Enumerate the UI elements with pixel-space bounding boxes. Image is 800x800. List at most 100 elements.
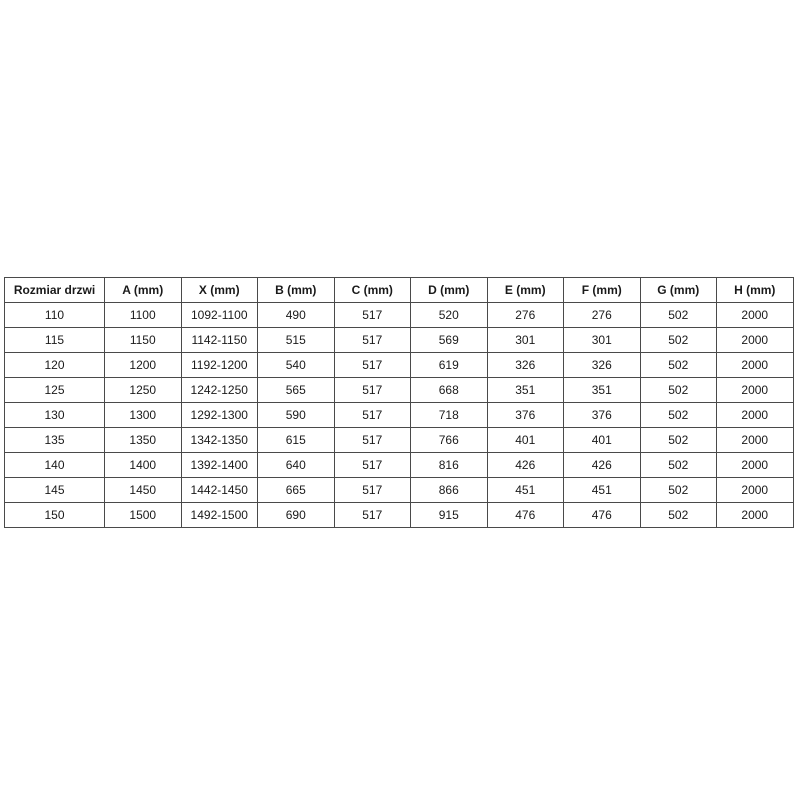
table-cell: 150 [4, 502, 105, 528]
table-cell: 276 [486, 302, 564, 328]
table-cell: 590 [257, 402, 335, 428]
table-cell: 1242-1250 [180, 377, 258, 403]
header-cell: A (mm) [104, 277, 182, 303]
table-cell: 665 [257, 477, 335, 503]
header-cell: H (mm) [716, 277, 794, 303]
header-cell: D (mm) [410, 277, 488, 303]
table-row: 115 1150 1142-1150 515 517 569 301 301 502 2000 [4, 327, 794, 353]
header-cell: B (mm) [257, 277, 335, 303]
table-cell: 2000 [716, 452, 794, 478]
table-header: Rozmiar drzwi A (mm) X (mm) B (mm) C (mm) D (… [4, 277, 794, 303]
table-cell: 376 [563, 402, 641, 428]
table-cell: 1400 [104, 452, 182, 478]
table-cell: 1300 [104, 402, 182, 428]
table-cell: 376 [486, 402, 564, 428]
header-cell: C (mm) [333, 277, 411, 303]
table-cell: 1392-1400 [180, 452, 258, 478]
table-cell: 276 [563, 302, 641, 328]
table-cell: 640 [257, 452, 335, 478]
table-cell: 517 [333, 427, 411, 453]
table-cell: 2000 [716, 327, 794, 353]
table-row: 130 1300 1292-1300 590 517 718 376 376 502 2000 [4, 402, 794, 428]
table-cell: 502 [639, 377, 717, 403]
table-cell: 326 [486, 352, 564, 378]
table-row: 145 1450 1442-1450 665 517 866 451 451 502 2000 [4, 477, 794, 503]
table-cell: 1292-1300 [180, 402, 258, 428]
table-cell: 326 [563, 352, 641, 378]
header-cell: Rozmiar drzwi [4, 277, 105, 303]
table-cell: 2000 [716, 427, 794, 453]
table-cell: 517 [333, 327, 411, 353]
table-cell: 1100 [104, 302, 182, 328]
table-cell: 502 [639, 402, 717, 428]
table-cell: 1092-1100 [180, 302, 258, 328]
table-cell: 517 [333, 402, 411, 428]
table-cell: 502 [639, 427, 717, 453]
table-cell: 718 [410, 402, 488, 428]
table-cell: 135 [4, 427, 105, 453]
table-cell: 520 [410, 302, 488, 328]
table-cell: 866 [410, 477, 488, 503]
table-cell: 1342-1350 [180, 427, 258, 453]
table-cell: 351 [486, 377, 564, 403]
table-header-row: Rozmiar drzwi A (mm) X (mm) B (mm) C (mm) D (… [4, 277, 794, 303]
table-row: 150 1500 1492-1500 690 517 915 476 476 502 2000 [4, 502, 794, 528]
table-cell: 2000 [716, 377, 794, 403]
table-cell: 502 [639, 477, 717, 503]
table-cell: 1150 [104, 327, 182, 353]
table-cell: 1192-1200 [180, 352, 258, 378]
table-row: 120 1200 1192-1200 540 517 619 326 326 502 2000 [4, 352, 794, 378]
table-cell: 1492-1500 [180, 502, 258, 528]
table-cell: 668 [410, 377, 488, 403]
table-row: 135 1350 1342-1350 615 517 766 401 401 502 2000 [4, 427, 794, 453]
table-cell: 401 [563, 427, 641, 453]
table-cell: 517 [333, 352, 411, 378]
table-cell: 2000 [716, 352, 794, 378]
table-cell: 816 [410, 452, 488, 478]
table-cell: 517 [333, 502, 411, 528]
table-row: 140 1400 1392-1400 640 517 816 426 426 502 2000 [4, 452, 794, 478]
table-cell: 619 [410, 352, 488, 378]
table-cell: 2000 [716, 477, 794, 503]
table-cell: 120 [4, 352, 105, 378]
table-cell: 125 [4, 377, 105, 403]
table-cell: 517 [333, 377, 411, 403]
table-cell: 351 [563, 377, 641, 403]
header-cell: F (mm) [563, 277, 641, 303]
table-cell: 2000 [716, 302, 794, 328]
table-cell: 401 [486, 427, 564, 453]
table-cell: 569 [410, 327, 488, 353]
table-cell: 145 [4, 477, 105, 503]
table-cell: 1450 [104, 477, 182, 503]
table-cell: 426 [486, 452, 564, 478]
header-cell: X (mm) [180, 277, 258, 303]
table-cell: 515 [257, 327, 335, 353]
table-cell: 690 [257, 502, 335, 528]
table-cell: 1350 [104, 427, 182, 453]
header-cell: G (mm) [639, 277, 717, 303]
table-cell: 130 [4, 402, 105, 428]
table-cell: 301 [486, 327, 564, 353]
table-cell: 301 [563, 327, 641, 353]
table-cell: 476 [486, 502, 564, 528]
table-cell: 451 [486, 477, 564, 503]
table-cell: 140 [4, 452, 105, 478]
table-cell: 540 [257, 352, 335, 378]
table-cell: 766 [410, 427, 488, 453]
table-cell: 2000 [716, 502, 794, 528]
table-row: 110 1100 1092-1100 490 517 520 276 276 502 2000 [4, 302, 794, 328]
table-cell: 451 [563, 477, 641, 503]
table-cell: 490 [257, 302, 335, 328]
table-cell: 615 [257, 427, 335, 453]
table-cell: 110 [4, 302, 105, 328]
table-cell: 502 [639, 502, 717, 528]
table-cell: 517 [333, 452, 411, 478]
table-cell: 915 [410, 502, 488, 528]
table-cell: 1442-1450 [180, 477, 258, 503]
table-body: 110 1100 1092-1100 490 517 520 276 276 502 2000 11… [4, 302, 794, 528]
table-cell: 1250 [104, 377, 182, 403]
table-cell: 115 [4, 327, 105, 353]
table-cell: 502 [639, 327, 717, 353]
table-cell: 565 [257, 377, 335, 403]
